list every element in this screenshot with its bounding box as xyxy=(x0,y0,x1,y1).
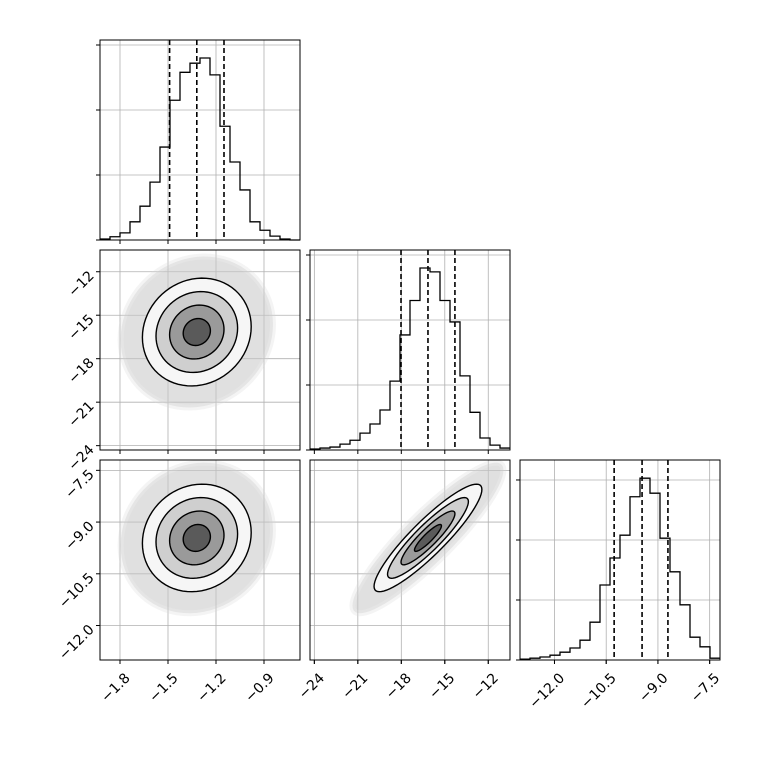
hist-bar xyxy=(360,433,370,450)
hist-bar xyxy=(380,410,390,450)
hist-bar xyxy=(610,558,620,660)
hist-bar xyxy=(200,58,210,240)
x-tick-label: −12 xyxy=(470,670,502,702)
hist-bar xyxy=(580,640,590,660)
hist-bar xyxy=(130,222,140,240)
y-tick-label: −7.5 xyxy=(62,467,97,502)
x-tick-label: −15 xyxy=(426,670,458,702)
hist-step xyxy=(520,477,720,660)
hist-bar xyxy=(700,647,710,660)
hist-bar xyxy=(230,162,240,240)
y-tick-label: −10.5 xyxy=(56,570,98,612)
x-tick-label: −24 xyxy=(296,670,328,702)
panel xyxy=(310,460,510,660)
y-tick-label: −21 xyxy=(65,399,97,431)
hist-bar xyxy=(250,222,260,240)
y-tick-label: −18 xyxy=(65,355,97,387)
hist-bar xyxy=(340,444,350,450)
hist-bar xyxy=(600,585,610,660)
contour xyxy=(182,317,212,347)
hist-bar xyxy=(570,648,580,660)
hist-bar xyxy=(470,412,480,450)
hist-bar xyxy=(490,445,500,450)
hist-bar xyxy=(150,182,160,240)
hist-bar xyxy=(590,622,600,660)
hist-bar xyxy=(220,126,230,240)
y-tick-label: −24 xyxy=(65,442,97,474)
hist-bar xyxy=(560,652,570,660)
y-tick-label: −12 xyxy=(65,268,97,300)
hist-bar xyxy=(680,605,690,660)
hist-bar xyxy=(190,63,200,240)
hist-bar xyxy=(690,637,700,660)
hist-bar xyxy=(120,233,130,240)
panel-frame xyxy=(99,39,301,241)
panel-frame xyxy=(309,249,511,451)
hist-bar xyxy=(620,535,630,660)
hist-bar xyxy=(390,381,400,450)
x-tick-label: −1.2 xyxy=(194,670,229,705)
hist-bar xyxy=(670,572,680,660)
x-tick-label: −10.5 xyxy=(578,670,620,712)
hist-bar xyxy=(240,190,250,240)
hist-bar xyxy=(650,493,660,660)
hist-bar xyxy=(140,206,150,240)
y-tick-label: −9.0 xyxy=(62,518,97,553)
hist-bar xyxy=(180,72,190,240)
y-tick-label: −15 xyxy=(65,312,97,344)
panel xyxy=(100,460,300,660)
hist-bar xyxy=(260,230,270,240)
x-tick-label: −12.0 xyxy=(526,670,568,712)
x-tick-label: −18 xyxy=(383,670,415,702)
hist-step xyxy=(310,267,510,450)
hist-bar xyxy=(410,301,420,450)
contour xyxy=(182,523,212,553)
panel-frame xyxy=(99,459,301,661)
contour xyxy=(413,523,443,553)
panel-frame xyxy=(99,249,301,451)
hist-bar xyxy=(160,147,170,240)
x-tick-label: −9.0 xyxy=(636,670,671,705)
hist-bar xyxy=(430,272,440,450)
hist-bar xyxy=(370,424,380,450)
hist-bar xyxy=(170,100,180,240)
hist-bar xyxy=(210,75,220,240)
hist-bar xyxy=(350,440,360,450)
x-tick-label: −21 xyxy=(339,670,371,702)
x-tick-label: −1.5 xyxy=(146,670,181,705)
hist-step xyxy=(100,57,300,241)
x-tick-label: −7.5 xyxy=(688,670,723,705)
hist-bar xyxy=(460,376,470,450)
panel-frame xyxy=(309,459,511,661)
hist-bar xyxy=(550,655,560,660)
y-tick-label: −12.0 xyxy=(56,622,98,664)
panel-frame xyxy=(519,459,721,661)
x-tick-label: −0.9 xyxy=(242,670,277,705)
hist-bar xyxy=(630,497,640,660)
panel xyxy=(100,250,300,450)
x-tick-label: −1.8 xyxy=(98,670,133,705)
